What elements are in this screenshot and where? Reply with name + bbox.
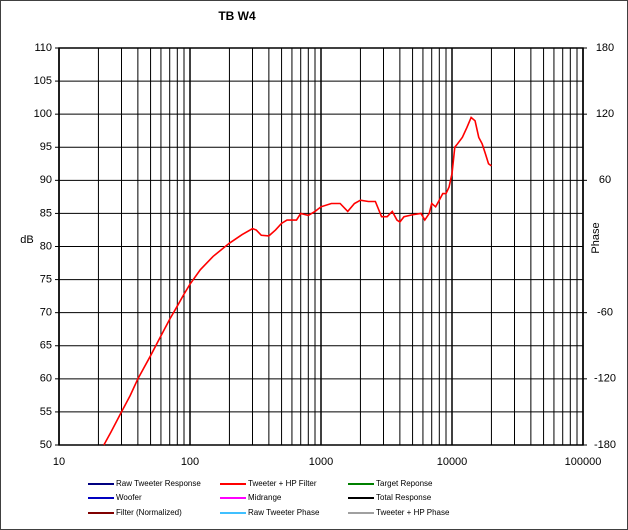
y2-tick-label: 60 xyxy=(599,174,611,186)
y-tick-label: 55 xyxy=(40,406,52,418)
x-tick-label: 10000 xyxy=(437,456,468,468)
y-tick-label: 80 xyxy=(40,240,52,252)
y-tick-label: 90 xyxy=(40,174,52,186)
x-tick-label: 100 xyxy=(181,456,199,468)
legend-label: Midrange xyxy=(248,493,282,502)
plot-border xyxy=(58,47,584,446)
y-tick-label: 50 xyxy=(40,439,52,451)
x-tick-label: 10 xyxy=(53,456,65,468)
legend-label: Total Response xyxy=(376,493,432,502)
y2-tick-label: 120 xyxy=(596,108,614,120)
y-tick-label: 60 xyxy=(40,373,52,385)
y2-tick-label: -120 xyxy=(594,373,616,385)
legend-label: Filter (Normalized) xyxy=(116,508,182,517)
y2-tick-label: -60 xyxy=(597,307,613,319)
y-axis-label: dB xyxy=(20,234,33,246)
x-tick-label: 1000 xyxy=(309,456,333,468)
y-tick-label: 85 xyxy=(40,207,52,219)
legend-label: Tweeter + HP Phase xyxy=(376,508,450,517)
legend-label: Raw Tweeter Response xyxy=(116,479,201,488)
y2-tick-label: -180 xyxy=(594,439,616,451)
legend-label: Woofer xyxy=(116,493,142,502)
y2-tick-label: 180 xyxy=(596,42,614,54)
y-tick-label: 75 xyxy=(40,273,52,285)
y-tick-label: 105 xyxy=(34,75,52,87)
y-tick-label: 110 xyxy=(34,42,52,54)
y-tick-label: 95 xyxy=(40,141,52,153)
y2-axis-label: Phase xyxy=(590,222,602,253)
y-tick-label: 70 xyxy=(40,307,52,319)
y-tick-label: 65 xyxy=(40,340,52,352)
legend-label: Raw Tweeter Phase xyxy=(248,508,320,517)
y-tick-label: 100 xyxy=(34,108,52,120)
x-tick-label: 100000 xyxy=(565,456,602,468)
legend-label: Target Reponse xyxy=(376,479,433,488)
series-line xyxy=(103,116,492,446)
legend-label: Tweeter + HP Filter xyxy=(248,479,317,488)
chart-title: TB W4 xyxy=(218,9,256,23)
